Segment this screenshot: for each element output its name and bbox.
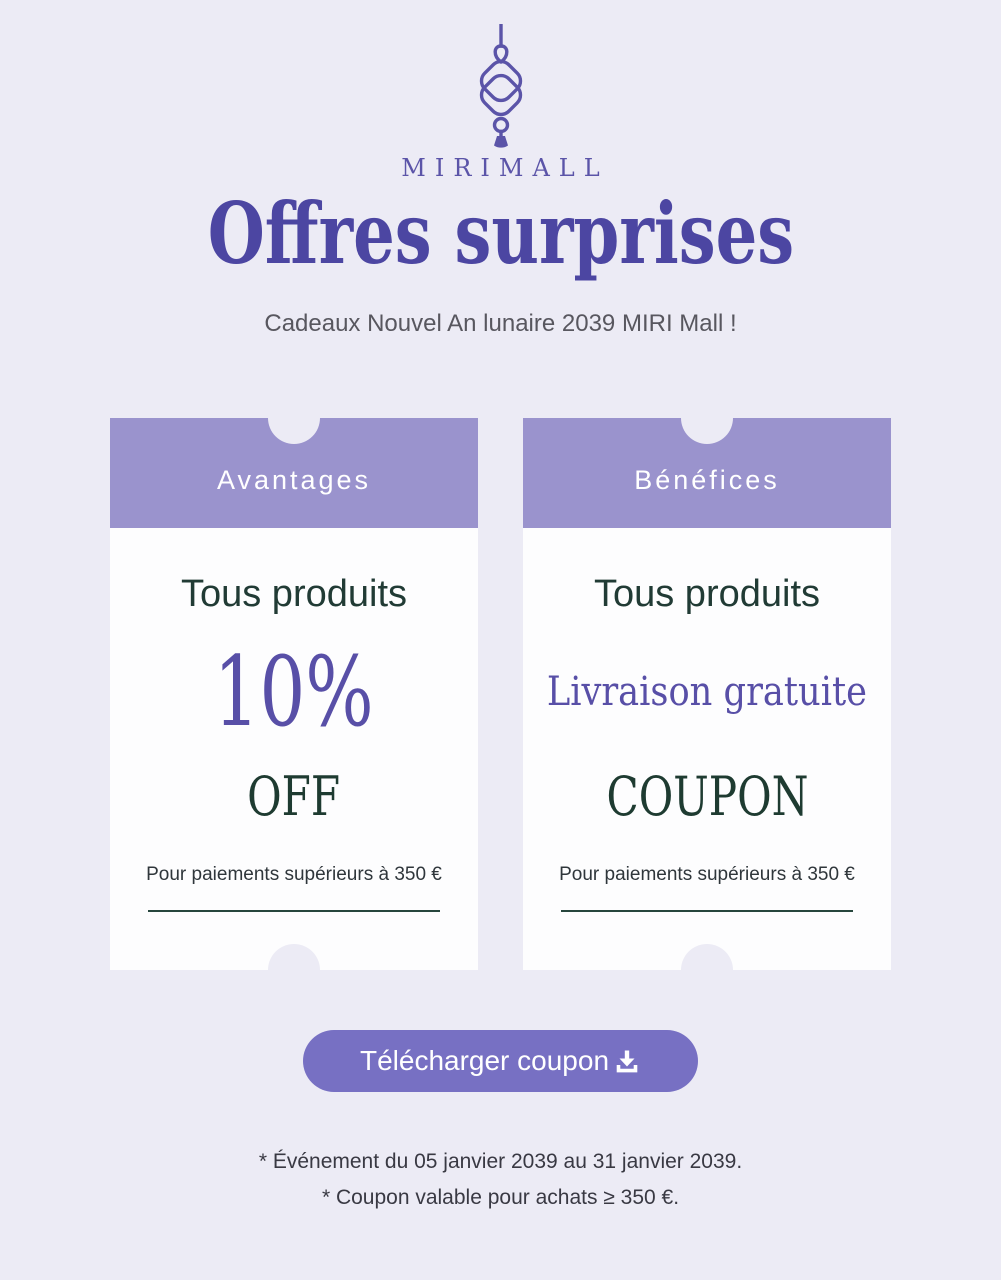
- download-icon: [616, 1050, 638, 1073]
- coupon-highlight-wrap: 10%: [110, 618, 478, 766]
- coupon-secondary: OFF: [110, 766, 478, 828]
- coupon-condition: Pour paiements supérieurs à 350 €: [559, 864, 855, 885]
- cta-row: Télécharger coupon: [0, 1030, 1001, 1092]
- coupon-secondary-text: OFF: [247, 765, 341, 828]
- ticket-notch-top: [268, 392, 320, 444]
- ticket-notch-bottom: [268, 944, 320, 996]
- ticket-notch-top: [681, 392, 733, 444]
- footnote-coupon-validity: * Coupon valable pour achats ≥ 350 €.: [321, 1186, 680, 1209]
- coupon-highlight-wrap: Livraison gratuite: [523, 618, 891, 766]
- ticket-notch-bottom: [681, 944, 733, 996]
- coupon-condition: Pour paiements supérieurs à 350 €: [146, 864, 442, 885]
- download-coupon-button[interactable]: Télécharger coupon: [303, 1030, 698, 1092]
- coupon-highlight: 10%: [213, 636, 375, 748]
- footnote-event-dates: * Événement du 05 janvier 2039 au 31 jan…: [258, 1150, 743, 1173]
- coupon-product: Tous produits: [593, 573, 820, 615]
- coupon-highlight: Livraison gratuite: [546, 669, 868, 715]
- coupon-card-benefices: Bénéfices Tous produits Livraison gratui…: [523, 392, 891, 996]
- brand-name: MIRIMALL: [401, 154, 609, 182]
- coupon-tag: Avantages: [216, 464, 372, 495]
- page-title: Offres surprises: [0, 188, 1001, 280]
- lucky-knot-tassel-icon: [479, 24, 522, 148]
- coupon-card-avantages: Avantages Tous produits 10% OFF Pour pai…: [110, 392, 478, 996]
- coupon-secondary-text: COUPON: [606, 765, 808, 828]
- coupon-divider: [148, 910, 440, 912]
- brand-logo: MIRIMALL: [0, 24, 1001, 182]
- download-coupon-label: Télécharger coupon: [359, 1045, 610, 1076]
- page-title-text: Offres surprises: [207, 184, 794, 283]
- coupon-tag: Bénéfices: [634, 464, 780, 495]
- page-subtitle: Cadeaux Nouvel An lunaire 2039 MIRI Mall…: [264, 310, 737, 337]
- footnotes: * Événement du 05 janvier 2039 au 31 jan…: [0, 1144, 1001, 1216]
- coupon-divider: [561, 910, 853, 912]
- coupon-cards: Avantages Tous produits 10% OFF Pour pai…: [0, 392, 1001, 996]
- coupon-product: Tous produits: [180, 573, 407, 615]
- coupon-secondary: COUPON: [523, 766, 891, 828]
